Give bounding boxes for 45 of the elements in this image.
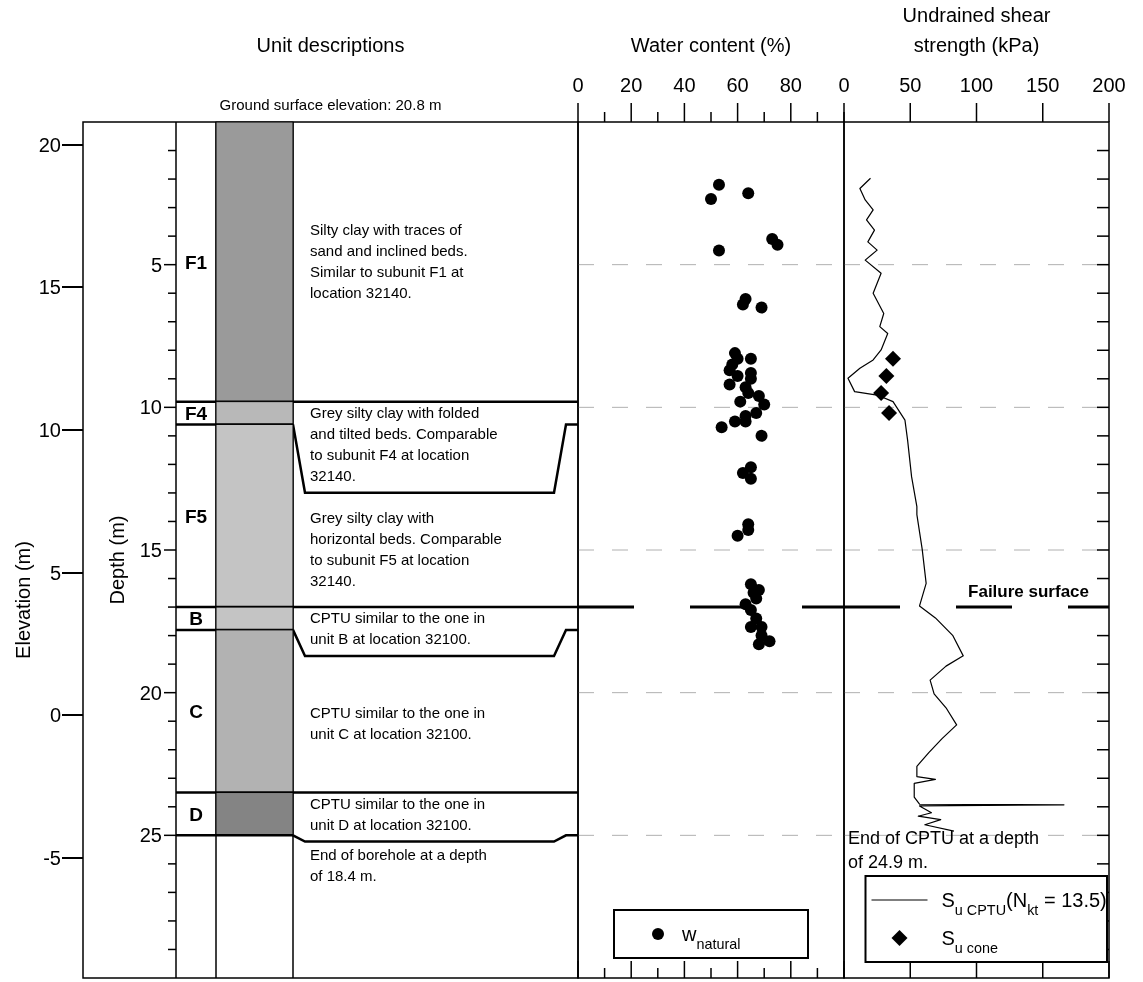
annotation: CPTU similar to the one in unit D at location 32100. (310, 794, 486, 833)
x-tick-label: 50 (899, 74, 922, 96)
y2-tick-label: 15 (38, 276, 61, 299)
y-tick-label: 5 (150, 253, 162, 276)
annotation: End of borehole at a depth of 18.4 m. (310, 845, 487, 884)
y2-tick-label: 5 (49, 561, 61, 584)
x-tick-label: 150 (1026, 74, 1060, 96)
y2-tick-label: 10 (38, 419, 61, 442)
y2-axis-title: Elevation (m) (12, 541, 34, 659)
y2-tick-label: 20 (38, 133, 61, 156)
annotation: Grey silty clay with horizontal beds. Comparable to subunit F5 at location 32140. (310, 508, 502, 589)
x-tick-label: 60 (726, 74, 749, 96)
y-axis-title: Depth (m) (106, 515, 128, 605)
y2-tick-label: 0 (49, 704, 61, 727)
y2-tick-label: -5 (43, 847, 61, 870)
annotation: CPTU similar to the one in unit C at location 32100. (310, 704, 486, 743)
x-tick-label: 100 (959, 74, 994, 96)
series-label: C (189, 701, 204, 723)
x-tick-label: 0 (572, 74, 584, 96)
x-tick-label: 80 (779, 74, 802, 96)
series-label: D (189, 803, 203, 825)
x-tick-label: 20 (620, 74, 643, 96)
annotation: Silty clay with traces of sand and inclined beds. Similar to subunit F1 at location 32140. (310, 220, 468, 301)
annotation: CPTU similar to the one in unit B at location 32100. (310, 609, 486, 648)
chart-title: Water content (%) (630, 34, 792, 56)
y-tick-label: 25 (139, 824, 162, 847)
annotation: Grey silty clay with folded and tilted beds. Comparable to subunit F4 at location 32140. (310, 403, 498, 484)
series-label: F5 (184, 505, 208, 527)
series-label: F4 (184, 403, 208, 425)
chart-subtitle: Ground surface elevation: 20.8 m (219, 96, 442, 113)
legend-label: S$_{u cone}$ (941, 927, 999, 956)
y-tick-label: 15 (139, 539, 162, 561)
x-tick-label: 0 (838, 74, 850, 96)
y-tick-label: 10 (139, 396, 162, 419)
chart-title: Unit descriptions (256, 34, 405, 56)
legend-label: S$_{u CPTU}$(N$_{kt}$ = 13.5) (941, 889, 1107, 918)
x-tick-label: 40 (673, 74, 696, 96)
x-tick-label: 200 (1092, 74, 1126, 96)
y-tick-label: 20 (139, 681, 162, 704)
series-label: B (189, 608, 203, 630)
chart-title: Undrained shear strength (kPa) (902, 4, 1051, 56)
series-label: F1 (184, 251, 208, 273)
ref-line-label: Failure surface (968, 582, 1089, 602)
legend-label: w$_{natural}$ (681, 923, 741, 952)
annotation: End of CPTU at a depth of 24.9 m. (848, 828, 1040, 872)
